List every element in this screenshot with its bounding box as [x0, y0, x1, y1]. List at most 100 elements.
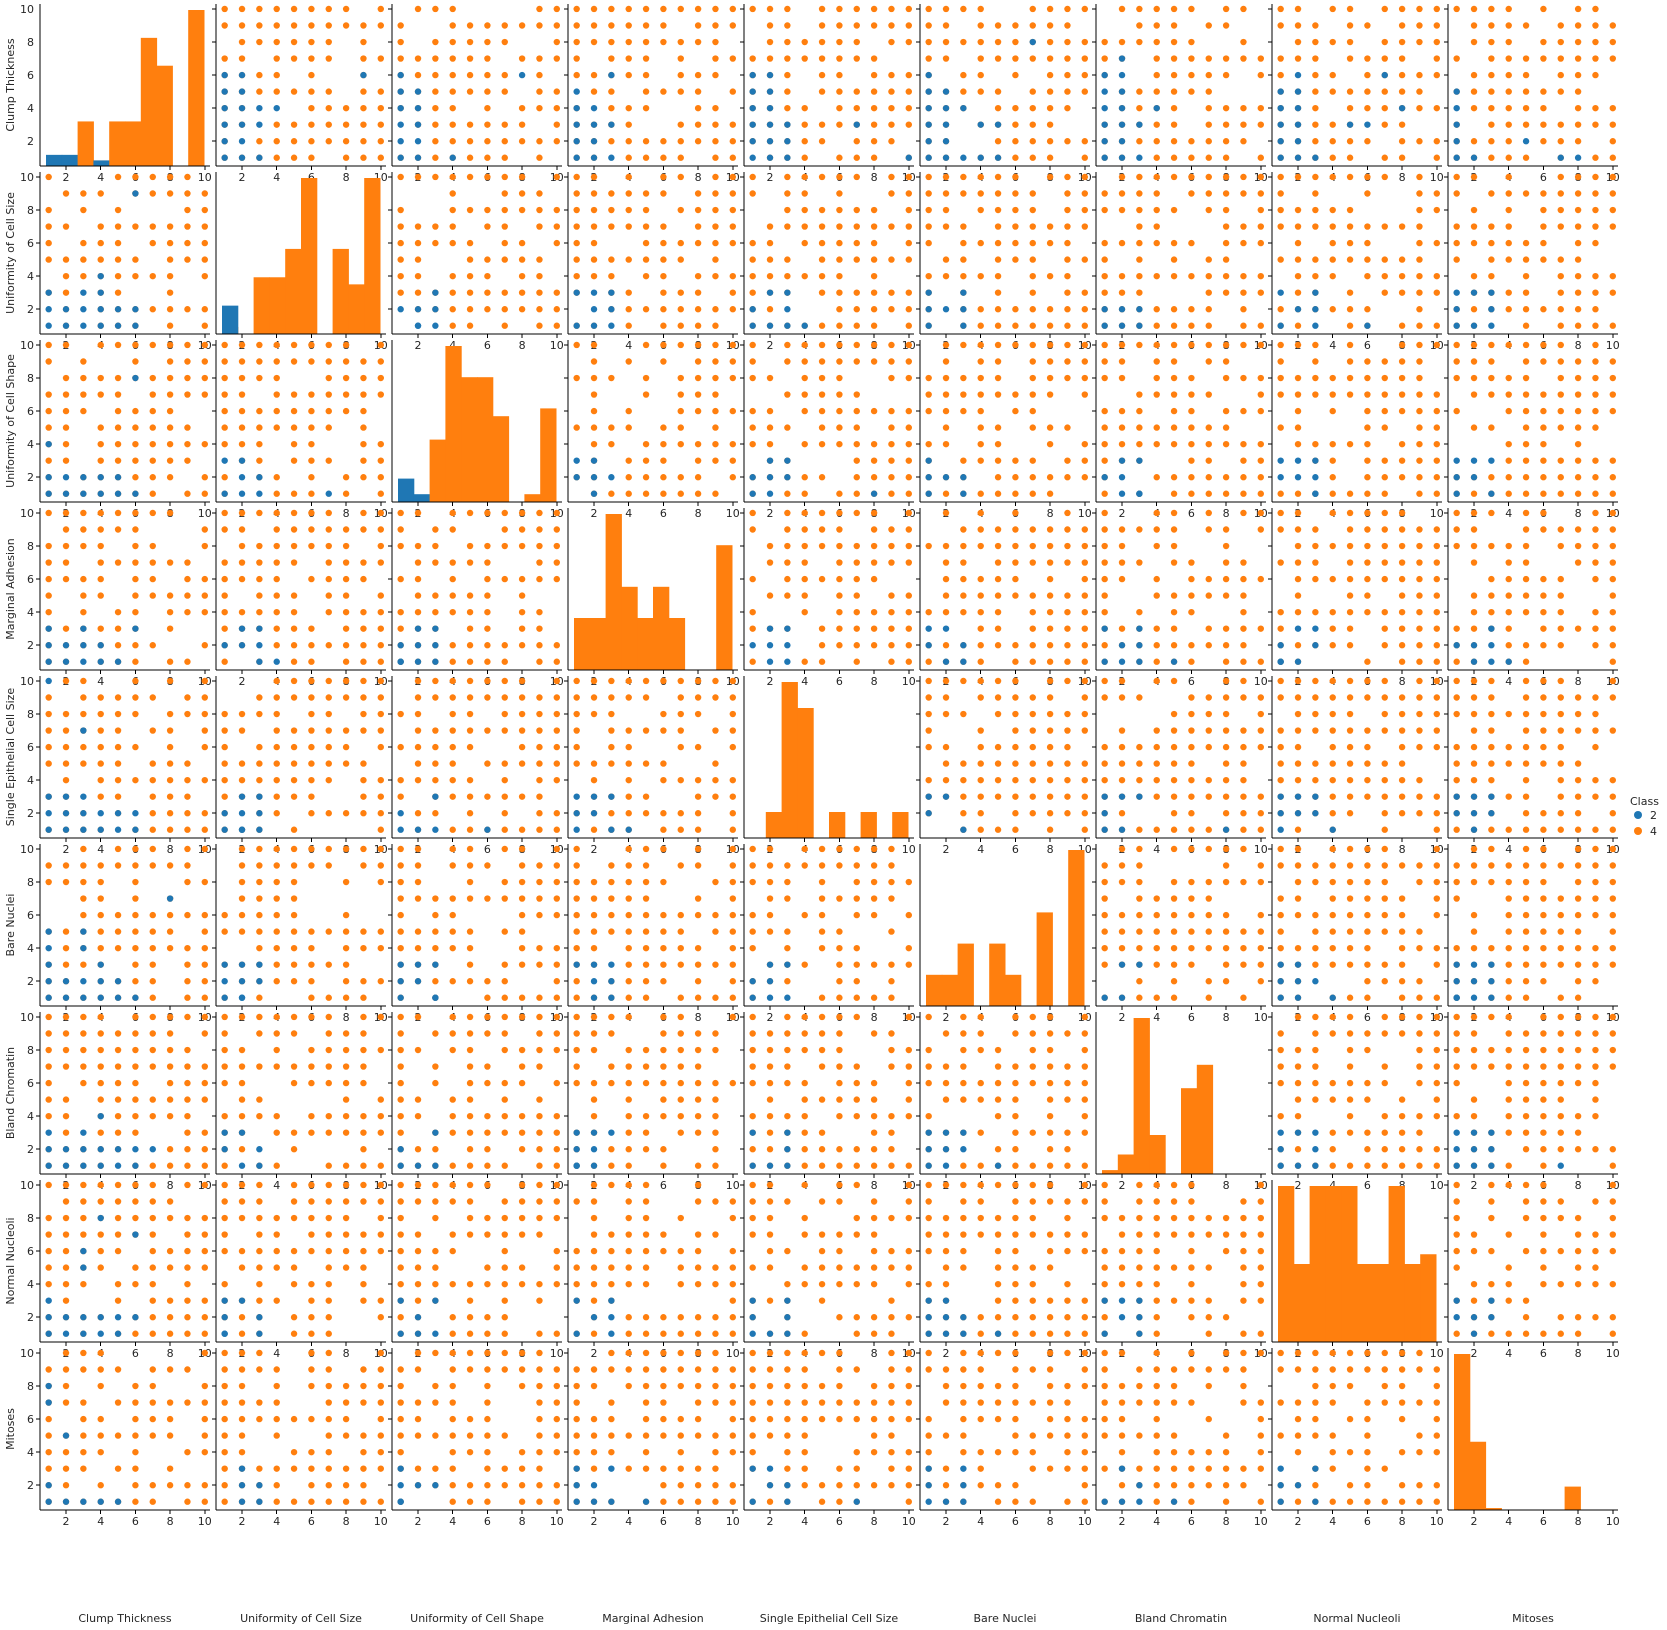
point-class-4 — [132, 608, 139, 616]
point-class-4 — [694, 994, 702, 1001]
point-class-2 — [1470, 289, 1478, 296]
point-class-4 — [1046, 440, 1054, 448]
point-class-4 — [836, 289, 843, 296]
point-class-4 — [1505, 490, 1512, 497]
point-class-4 — [414, 710, 422, 718]
point-class-4 — [942, 490, 950, 497]
point-class-4 — [870, 256, 878, 263]
point-class-4 — [677, 994, 684, 1001]
point-class-4 — [1364, 760, 1371, 767]
point-class-4 — [1381, 694, 1388, 701]
point-class-2 — [1118, 306, 1126, 313]
point-class-4 — [1609, 509, 1616, 517]
point-class-4 — [166, 173, 174, 181]
point-class-4 — [608, 5, 615, 13]
point-class-4 — [484, 173, 491, 181]
point-class-4 — [132, 928, 139, 935]
point-class-4 — [590, 944, 598, 952]
point-class-4 — [1081, 374, 1088, 382]
point-class-4 — [290, 694, 298, 701]
point-class-4 — [1505, 793, 1512, 800]
point-class-4 — [1488, 55, 1495, 62]
point-class-4 — [853, 457, 860, 464]
point-class-4 — [853, 256, 860, 263]
point-class-4 — [221, 793, 228, 800]
point-class-4 — [1557, 88, 1564, 95]
point-class-4 — [1609, 677, 1616, 685]
point-class-4 — [414, 845, 422, 853]
point-class-2 — [749, 642, 756, 649]
point-class-4 — [870, 272, 878, 280]
point-class-4 — [553, 542, 560, 550]
point-class-4 — [308, 760, 315, 767]
point-class-4 — [1364, 272, 1371, 280]
point-class-4 — [377, 341, 384, 349]
point-class-4 — [925, 374, 932, 382]
point-class-4 — [1557, 457, 1564, 464]
point-class-4 — [994, 526, 1002, 533]
point-class-4 — [97, 223, 104, 230]
point-class-2 — [853, 121, 860, 128]
point-class-4 — [449, 223, 456, 230]
point-class-4 — [1312, 776, 1319, 784]
point-class-2 — [766, 71, 774, 79]
point-class-4 — [1240, 810, 1247, 817]
point-class-4 — [573, 173, 580, 181]
point-class-4 — [238, 845, 246, 853]
point-class-4 — [1470, 625, 1478, 632]
point-class-4 — [642, 22, 650, 29]
point-class-4 — [466, 306, 474, 313]
point-class-2 — [256, 104, 263, 112]
point-class-4 — [1101, 677, 1108, 685]
point-class-4 — [1312, 272, 1319, 280]
point-class-4 — [977, 322, 984, 329]
point-class-4 — [1029, 322, 1036, 329]
point-class-4 — [501, 994, 508, 1001]
point-class-4 — [1064, 272, 1071, 280]
point-class-4 — [888, 457, 895, 464]
point-class-4 — [377, 793, 384, 800]
point-class-2 — [766, 994, 774, 1001]
point-class-4 — [1592, 121, 1599, 128]
point-class-4 — [166, 944, 174, 952]
point-class-4 — [1153, 223, 1160, 230]
point-class-4 — [1398, 710, 1406, 718]
point-class-4 — [1592, 55, 1599, 62]
point-class-4 — [1416, 88, 1423, 95]
point-class-2 — [45, 944, 52, 952]
point-class-4 — [1346, 776, 1354, 784]
point-class-4 — [1118, 911, 1126, 919]
point-class-4 — [1101, 424, 1108, 431]
point-class-4 — [1540, 694, 1547, 701]
point-class-4 — [1329, 38, 1336, 46]
point-class-4 — [749, 173, 756, 181]
hist-bar-4 — [540, 408, 557, 502]
point-class-4 — [870, 138, 878, 145]
point-class-4 — [994, 341, 1002, 349]
point-class-4 — [1205, 710, 1212, 718]
point-class-4 — [994, 793, 1002, 800]
point-class-4 — [694, 289, 702, 296]
point-class-4 — [149, 509, 156, 517]
point-class-4 — [1118, 239, 1126, 247]
point-class-4 — [1592, 457, 1599, 464]
point-class-4 — [712, 239, 719, 247]
point-class-4 — [256, 88, 263, 95]
point-class-4 — [801, 658, 808, 665]
hist-bar-4 — [637, 618, 654, 670]
point-class-4 — [1012, 575, 1019, 583]
point-class-4 — [1522, 526, 1530, 533]
point-class-4 — [397, 743, 404, 751]
point-class-4 — [1170, 154, 1178, 161]
point-class-4 — [1012, 810, 1019, 817]
point-class-4 — [1240, 776, 1247, 784]
point-class-4 — [114, 173, 122, 181]
point-class-4 — [766, 424, 774, 431]
point-class-4 — [221, 760, 228, 767]
point-class-4 — [870, 474, 878, 481]
point-class-4 — [466, 322, 474, 329]
